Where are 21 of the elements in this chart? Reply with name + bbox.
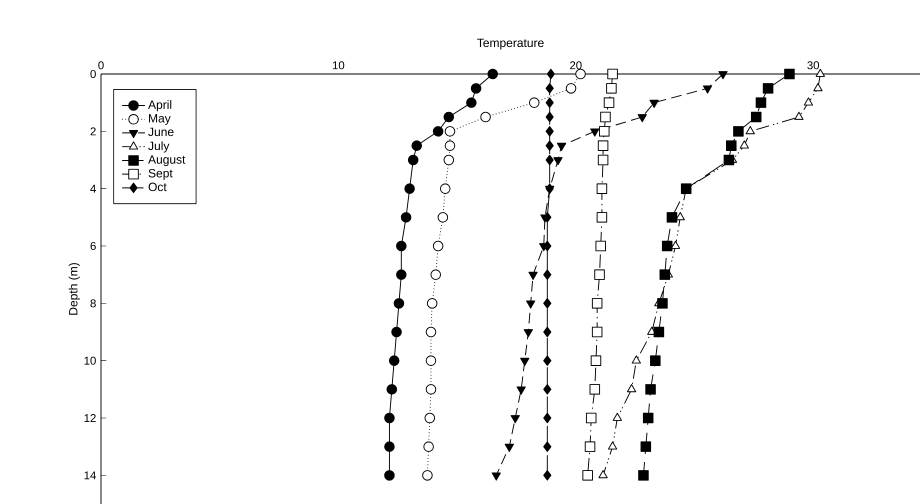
legend-label: Oct [148, 182, 167, 192]
y-tick-label: 4 [90, 184, 96, 193]
x-tick-label: 30 [807, 61, 820, 70]
y-tick-label: 14 [84, 471, 96, 480]
legend-label: June [148, 128, 174, 136]
legend-label: July [148, 141, 170, 153]
x-tick-label: 10 [332, 61, 344, 70]
y-tick-label: 2 [90, 127, 96, 136]
y-tick-label: 8 [90, 299, 96, 308]
legend-label: April [148, 100, 172, 112]
legend-label: Sept [148, 168, 173, 180]
y-tick-label: 6 [90, 242, 96, 250]
legend-label: May [149, 114, 171, 125]
y-axis-title: Depth (m) [68, 263, 80, 315]
x-axis-title: Temperature [477, 38, 544, 50]
x-tick-label: 20 [570, 61, 582, 70]
y-tick-label: 0 [90, 70, 96, 78]
legend-label: August [148, 155, 186, 166]
x-tick-label: 0 [98, 61, 104, 70]
y-tick-label: 12 [84, 414, 96, 422]
y-tick-label: 10 [84, 356, 96, 365]
